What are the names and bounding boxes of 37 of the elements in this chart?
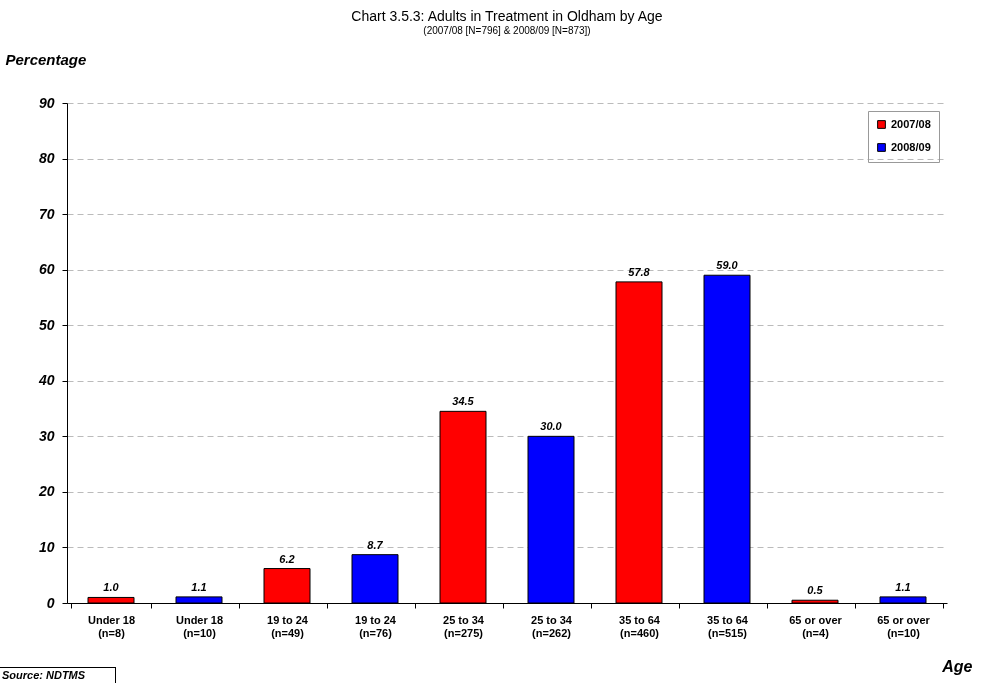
y-tick-label: 30 bbox=[38, 427, 55, 444]
data-label: 30.0 bbox=[540, 420, 563, 433]
x-tick-label: 65 or over (n=10) bbox=[877, 613, 931, 639]
data-label: 1.0 bbox=[103, 581, 120, 594]
y-tick-label: 0 bbox=[46, 594, 55, 611]
legend-label: 2007/08 bbox=[891, 117, 931, 130]
x-tick-label: 65 or over (n=4) bbox=[789, 613, 843, 639]
data-label: 57.8 bbox=[628, 265, 651, 278]
source-note: Source: NDTMS bbox=[0, 667, 117, 683]
x-tick-label: 19 to 24 (n=76) bbox=[355, 613, 397, 639]
x-tick-label: 35 to 64 (n=460) bbox=[619, 613, 661, 639]
x-tick-label: Under 18 (n=10) bbox=[175, 613, 224, 639]
x-tick-label: Under 18 (n=8) bbox=[87, 613, 136, 639]
data-label: 8.7 bbox=[367, 538, 384, 551]
y-tick-label: 10 bbox=[38, 538, 55, 555]
data-label: 34.5 bbox=[452, 395, 475, 408]
data-label: 6.2 bbox=[279, 552, 295, 565]
data-label: 59.0 bbox=[716, 259, 739, 272]
legend-label: 2008/09 bbox=[891, 140, 931, 153]
data-label: 1.1 bbox=[191, 580, 207, 593]
y-tick-label: 90 bbox=[38, 94, 55, 111]
y-axis-title: Percentage bbox=[5, 50, 87, 68]
chart-title: Chart 3.5.3: Adults in Treatment in Oldham by Age bbox=[351, 8, 663, 24]
x-tick-label: 19 to 24 (n=49) bbox=[267, 613, 309, 639]
y-tick-label: 60 bbox=[38, 261, 55, 278]
data-label: 1.1 bbox=[895, 580, 911, 593]
y-tick-label: 20 bbox=[37, 483, 55, 500]
x-axis-title: Age bbox=[941, 657, 973, 675]
y-tick-label: 50 bbox=[38, 316, 55, 333]
x-tick-label: 25 to 34 (n=262) bbox=[531, 613, 573, 639]
y-tick-label: 80 bbox=[38, 150, 55, 167]
y-tick-label: 70 bbox=[38, 205, 55, 222]
y-tick-label: 40 bbox=[37, 372, 55, 389]
chart-subtitle: (2007/08 [N=796] & 2008/09 [N=873]) bbox=[423, 25, 591, 36]
x-tick-label: 35 to 64 (n=515) bbox=[707, 613, 749, 639]
x-tick-label: 25 to 34 (n=275) bbox=[443, 613, 485, 639]
data-label: 0.5 bbox=[807, 584, 824, 597]
